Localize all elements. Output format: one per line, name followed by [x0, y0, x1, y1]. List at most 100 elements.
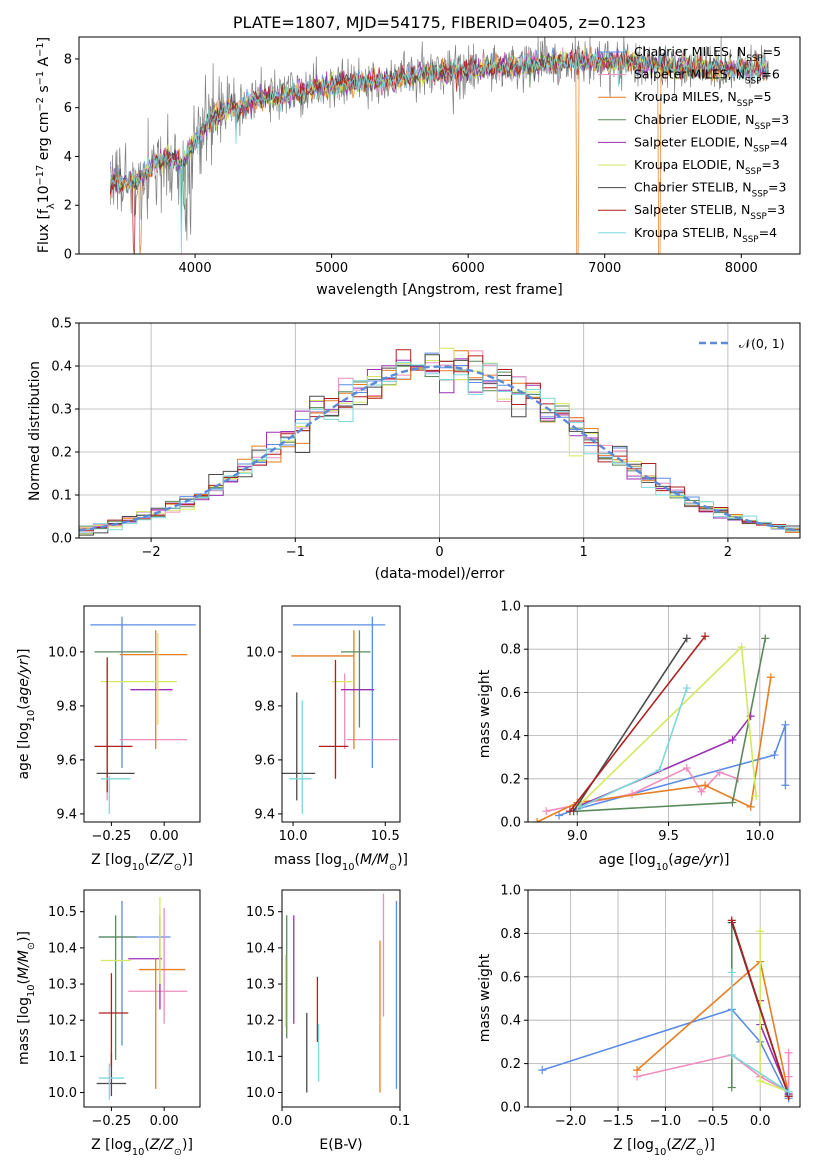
y-tick-label: 10.1 — [48, 1050, 77, 1065]
legend-label: Salpeter MILES, NSSP=6 — [634, 67, 780, 87]
mass-weight-line — [541, 1008, 790, 1099]
mass-weight-marker — [538, 1066, 547, 1075]
age_vs_mass-frame — [281, 605, 401, 823]
y-tick-label: 6 — [64, 101, 72, 116]
text-span: Kroupa MILES, N — [634, 89, 737, 104]
text-span: 10 — [36, 185, 52, 203]
mass-weight-line — [580, 687, 688, 808]
mass-weight-marker — [727, 916, 736, 925]
mass-weight-marker — [701, 781, 710, 790]
y-tick-label: 10.0 — [48, 1086, 77, 1101]
y-tick-label: 9.4 — [56, 807, 77, 822]
mass-weight-marker — [697, 787, 706, 796]
mass-weight-marker — [565, 807, 574, 816]
residuals-y-label: Normed distribution — [27, 361, 43, 501]
text-span: ( — [668, 852, 673, 868]
mass-weight-marker — [752, 792, 761, 801]
text-span: Chabrier MILES, N — [634, 44, 746, 59]
weight-vs-z-y-label: mass weight — [477, 953, 493, 1042]
mass_vs_Z-frame — [83, 889, 201, 1108]
mass-weight-marker — [770, 751, 779, 760]
text-span: SSP — [754, 122, 770, 132]
y-tick-label: 8 — [64, 52, 72, 67]
y-tick-label: 4 — [64, 150, 72, 165]
text-span: Flux [f — [36, 208, 52, 253]
mass-weight-marker — [727, 1050, 736, 1059]
y-tick-label: 10.4 — [48, 941, 77, 956]
mass-weight-marker — [756, 927, 765, 936]
mass_vs_Z-plot-area — [96, 897, 188, 1100]
x-tick-label: −0.25 — [91, 829, 131, 844]
y-tick-label: 0.0 — [500, 816, 521, 831]
text-span: =5 — [753, 89, 771, 104]
y-tick-label: 0.3 — [51, 403, 72, 418]
y-tick-label: 1.0 — [500, 600, 521, 615]
text-span: −2 — [35, 97, 46, 111]
text-span: −1 — [35, 42, 46, 56]
x-tick-label: 10.0 — [279, 829, 308, 844]
legend-label: Kroupa STELIB, NSSP=4 — [634, 225, 777, 245]
text-span: Z [log — [91, 1137, 132, 1153]
legend-label: Kroupa ELODIE, NSSP=3 — [634, 157, 780, 177]
age_vs_Z-axes — [90, 616, 196, 814]
y-tick-label: 0.2 — [500, 772, 521, 787]
mass_vs_EBV-axes — [284, 893, 398, 1093]
mass-weight-marker — [781, 720, 790, 729]
mass-weight-line — [576, 715, 752, 808]
x-tick-label: 0.1 — [390, 1114, 411, 1129]
y-tick-label: 0.4 — [500, 1014, 521, 1029]
mass-weight-line — [731, 920, 790, 1097]
mass-weight-marker — [746, 802, 755, 811]
legend-label: Chabrier STELIB, NSSP=3 — [634, 180, 786, 200]
x-tick-label: 0.0 — [272, 1114, 293, 1129]
spectrum-axes — [110, 37, 769, 254]
age-vs-mass-x-label: mass [log10(M/M⊙)] — [274, 852, 408, 873]
x-tick-label: 9.0 — [567, 829, 588, 844]
y-tick-label: 0.6 — [500, 970, 521, 985]
mass-weight-line — [636, 1052, 790, 1094]
mass-weight-line — [577, 638, 767, 812]
x-tick-label: 8000 — [725, 261, 758, 276]
mass_vs_EBV-frame — [281, 889, 401, 1108]
mass-vs-z-y-label: mass [log10(M/M⊙)] — [16, 931, 37, 1065]
text-span: Salpeter MILES, N — [634, 67, 745, 82]
text-span: ( — [144, 1137, 149, 1153]
age-vs-z-y-label: age [log10(age/yr)] — [16, 648, 37, 779]
text-span: mass [log — [16, 997, 32, 1065]
y-tick-label: 10.0 — [246, 645, 275, 660]
y-tick-label: 10.0 — [48, 645, 77, 660]
text-span: Salpeter ELODIE, N — [634, 134, 753, 149]
x-tick-label: 0.0 — [750, 1114, 771, 1129]
y-tick-label: 0.6 — [500, 686, 521, 701]
x-tick-label: 6000 — [452, 261, 485, 276]
text-span: SSP — [745, 167, 761, 177]
massweight_vs_age-plot-area — [533, 632, 790, 822]
text-span: 10 — [342, 862, 354, 873]
mass-weight-marker — [533, 818, 542, 822]
x-tick-label: 0.00 — [150, 829, 179, 844]
x-tick-label: −1.5 — [602, 1114, 634, 1129]
text-span: ⊙ — [26, 942, 37, 950]
residuals-axes — [79, 322, 800, 539]
age-vs-z-x-label: Z [log10(Z/Z⊙)] — [91, 852, 193, 873]
text-span: Z [log — [613, 1137, 654, 1153]
spectrum-title: PLATE=1807, MJD=54175, FIBERID=0405, z=0… — [233, 13, 646, 32]
text-span: 10 — [132, 1147, 144, 1158]
text-span: Chabrier ELODIE, N — [634, 112, 754, 127]
text-span: ( — [16, 704, 32, 709]
spectrum-frame — [78, 36, 801, 255]
x-tick-label: 9.5 — [658, 829, 679, 844]
y-tick-label: 10.2 — [48, 1014, 77, 1029]
x-tick-label: −0.25 — [91, 1114, 131, 1129]
spectrum-plot-area — [110, 37, 769, 254]
residuals-x-label: (data-model)/error — [375, 566, 505, 582]
text-span: 10 — [26, 710, 37, 722]
y-tick-label: 10.3 — [48, 978, 77, 993]
text-span: 10 — [26, 984, 37, 996]
x-tick-label: 7000 — [588, 261, 621, 276]
mass-weight-line — [569, 635, 706, 812]
legend-label: Kroupa MILES, NSSP=5 — [634, 89, 772, 109]
text-span: ⊙ — [174, 1147, 182, 1158]
x-tick-label: 0.00 — [150, 1114, 179, 1129]
text-span: )] — [719, 852, 730, 868]
